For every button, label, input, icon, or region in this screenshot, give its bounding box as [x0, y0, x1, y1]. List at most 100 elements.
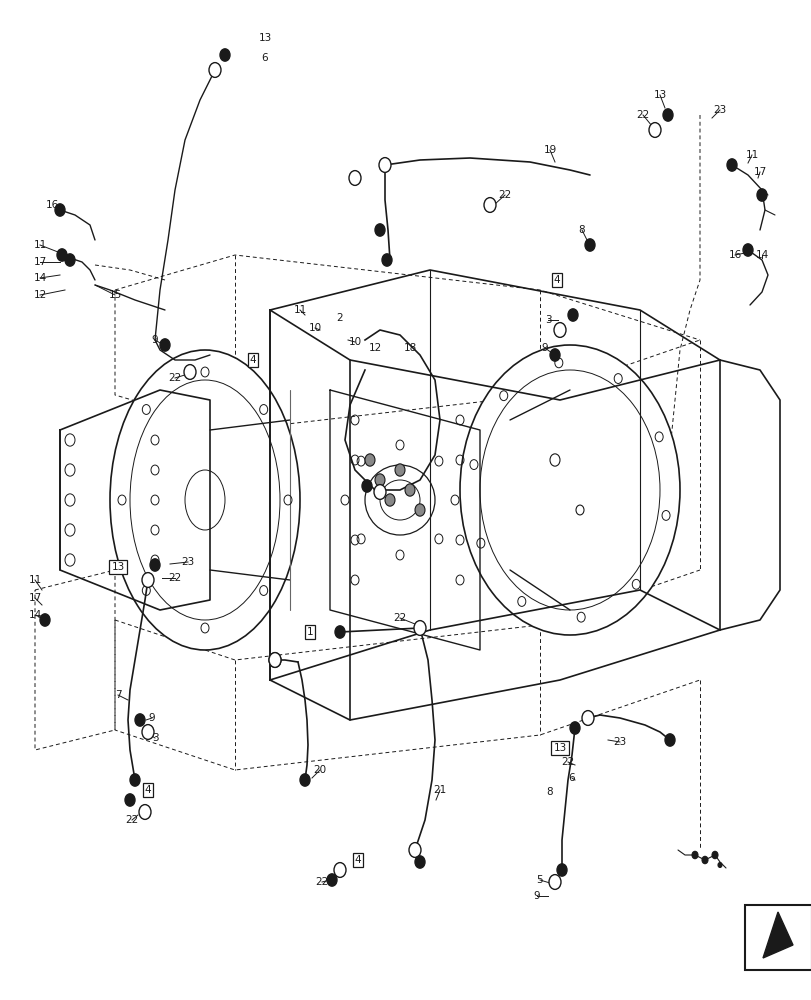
Circle shape [362, 480, 371, 492]
Ellipse shape [460, 345, 679, 635]
Ellipse shape [109, 350, 299, 650]
Circle shape [379, 158, 391, 172]
Text: 4: 4 [354, 855, 361, 865]
Circle shape [160, 339, 169, 351]
Text: 6: 6 [261, 53, 268, 63]
Text: 4: 4 [249, 355, 256, 365]
Text: 17: 17 [28, 593, 41, 603]
Text: 22: 22 [125, 815, 139, 825]
Circle shape [568, 309, 577, 321]
Circle shape [581, 711, 594, 725]
Circle shape [40, 614, 50, 626]
Circle shape [375, 474, 384, 486]
Text: 22: 22 [168, 573, 182, 583]
Text: 17: 17 [753, 167, 766, 177]
Circle shape [549, 349, 560, 361]
Circle shape [381, 254, 392, 266]
Text: 6: 6 [568, 773, 575, 783]
Circle shape [664, 734, 674, 746]
Circle shape [405, 484, 414, 496]
Text: 8: 8 [578, 225, 585, 235]
Circle shape [702, 856, 707, 864]
Circle shape [327, 874, 337, 886]
Circle shape [268, 653, 281, 667]
Circle shape [584, 239, 594, 251]
Text: 23: 23 [612, 737, 626, 747]
Circle shape [333, 863, 345, 877]
Circle shape [65, 254, 75, 266]
Text: 4: 4 [553, 275, 560, 285]
Text: 2: 2 [337, 313, 343, 323]
Text: 13: 13 [111, 562, 124, 572]
Circle shape [268, 653, 281, 667]
Polygon shape [762, 912, 792, 958]
Circle shape [375, 224, 384, 236]
Circle shape [142, 573, 154, 587]
Circle shape [184, 365, 195, 379]
Text: 16: 16 [45, 200, 58, 210]
Bar [744, 905, 811, 970]
Circle shape [220, 49, 230, 61]
Text: 21: 21 [433, 785, 446, 795]
Text: 10: 10 [308, 323, 321, 333]
Text: 3: 3 [152, 733, 158, 743]
Text: 23: 23 [181, 557, 195, 567]
Text: 1: 1 [307, 627, 313, 637]
Circle shape [483, 198, 496, 212]
Text: 18: 18 [403, 343, 416, 353]
Text: 13: 13 [552, 743, 566, 753]
Circle shape [208, 63, 221, 77]
Circle shape [409, 843, 420, 857]
Text: 9: 9 [541, 343, 547, 353]
Text: 23: 23 [713, 105, 726, 115]
Circle shape [384, 494, 394, 506]
Text: 7: 7 [114, 690, 121, 700]
Circle shape [726, 159, 736, 171]
Circle shape [548, 875, 560, 889]
Circle shape [349, 171, 361, 185]
Text: 17: 17 [33, 257, 46, 267]
Text: 20: 20 [313, 765, 326, 775]
Circle shape [130, 774, 139, 786]
Circle shape [717, 863, 721, 867]
Text: 10: 10 [348, 337, 361, 347]
Text: 11: 11 [28, 575, 41, 585]
Circle shape [335, 626, 345, 638]
Text: 5: 5 [536, 875, 543, 885]
Text: 19: 19 [543, 145, 556, 155]
Circle shape [142, 725, 154, 739]
Circle shape [663, 109, 672, 121]
Text: 14: 14 [28, 610, 41, 620]
Circle shape [556, 864, 566, 876]
Text: 11: 11 [744, 150, 757, 160]
Text: 22: 22 [498, 190, 511, 200]
Circle shape [742, 244, 752, 256]
Circle shape [414, 856, 424, 868]
Text: 14: 14 [33, 273, 46, 283]
Circle shape [57, 249, 67, 261]
Text: 11: 11 [33, 240, 46, 250]
Text: 9: 9 [152, 335, 158, 345]
Text: 3: 3 [544, 315, 551, 325]
Circle shape [150, 559, 160, 571]
Circle shape [711, 851, 717, 859]
Circle shape [553, 323, 565, 337]
Text: 14: 14 [754, 250, 768, 260]
Circle shape [365, 454, 375, 466]
Circle shape [756, 189, 766, 201]
Text: 22: 22 [315, 877, 328, 887]
Circle shape [299, 774, 310, 786]
Text: 22: 22 [168, 373, 182, 383]
Circle shape [691, 851, 697, 859]
Text: 9: 9 [533, 891, 539, 901]
Circle shape [569, 722, 579, 734]
Circle shape [374, 485, 385, 499]
Circle shape [648, 123, 660, 137]
Text: 13: 13 [653, 90, 666, 100]
Text: 16: 16 [727, 250, 740, 260]
Text: 11: 11 [293, 305, 307, 315]
Text: 22: 22 [560, 757, 574, 767]
Circle shape [139, 805, 151, 819]
Circle shape [414, 504, 424, 516]
Text: 4: 4 [144, 785, 151, 795]
